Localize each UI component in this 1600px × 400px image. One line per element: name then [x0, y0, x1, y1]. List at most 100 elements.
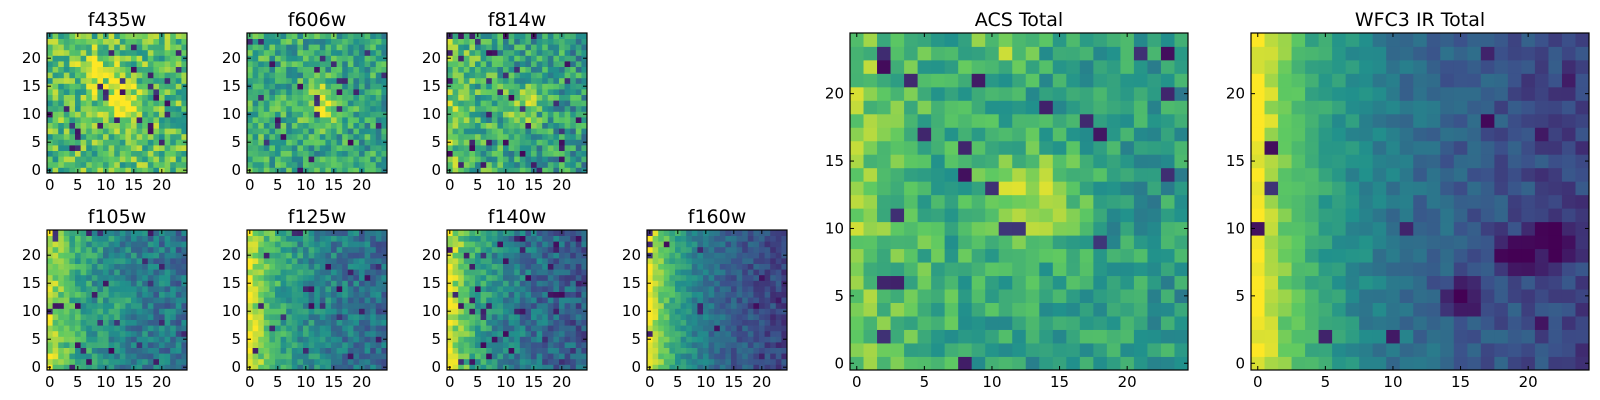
- heatmap-cell: [998, 221, 1013, 236]
- heatmap-cell: [331, 38, 337, 45]
- heatmap-cell: [131, 274, 137, 281]
- heatmap-cell: [291, 302, 298, 309]
- heatmap-cell: [475, 44, 481, 51]
- heatmap-cell: [491, 302, 498, 309]
- panel-title: f125w: [288, 206, 347, 228]
- heatmap-cell: [452, 77, 459, 84]
- heatmap-cell: [375, 336, 382, 343]
- heatmap-cell: [708, 358, 715, 365]
- heatmap-cell: [719, 314, 726, 320]
- heatmap-cell: [52, 61, 59, 67]
- heatmap-cell: [1093, 194, 1108, 209]
- heatmap-cell: [269, 246, 276, 253]
- heatmap-cell: [480, 258, 487, 264]
- heatmap-cell: [336, 44, 343, 51]
- heatmap-cell: [497, 308, 504, 315]
- heatmap-cell: [275, 291, 281, 298]
- heatmap-cell: [275, 44, 281, 51]
- heatmap-cell: [747, 308, 754, 315]
- heatmap-cell: [80, 77, 87, 84]
- heatmap-cell: [63, 38, 70, 45]
- heatmap-cell: [570, 55, 577, 62]
- heatmap-cell: [753, 235, 760, 242]
- heatmap-cell: [559, 122, 565, 129]
- heatmap-cell: [80, 241, 87, 248]
- heatmap-cell: [353, 230, 360, 236]
- heatmap-cell: [353, 111, 360, 118]
- heatmap-cell: [269, 308, 276, 315]
- heatmap-cell: [452, 314, 459, 320]
- heatmap-cell: [764, 302, 771, 309]
- heatmap-cell: [370, 139, 377, 146]
- heatmap-cell: [1120, 316, 1135, 330]
- heatmap-cell: [308, 314, 315, 320]
- heatmap-cell: [291, 330, 298, 337]
- heatmap-cell: [303, 61, 309, 67]
- heatmap-cell: [508, 319, 515, 326]
- heatmap-cell: [347, 230, 354, 236]
- heatmap-cell: [153, 314, 160, 320]
- heatmap-cell: [469, 122, 476, 129]
- heatmap-cell: [108, 314, 115, 320]
- heatmap-cell: [575, 358, 582, 365]
- heatmap-cell: [508, 314, 515, 320]
- heatmap-cell: [559, 252, 565, 259]
- heatmap-cell: [375, 353, 382, 360]
- heatmap-cell: [164, 252, 171, 259]
- heatmap-cell: [359, 105, 365, 112]
- heatmap-cell: [781, 241, 788, 248]
- heatmap-cell: [75, 314, 81, 320]
- heatmap-cell: [575, 252, 582, 259]
- heatmap-cell: [142, 302, 149, 309]
- heatmap-cell: [736, 342, 743, 348]
- heatmap-cell: [680, 258, 687, 264]
- y-tick-label: 20: [422, 246, 441, 264]
- heatmap-cell: [263, 364, 270, 371]
- heatmap-cell: [353, 49, 360, 56]
- heatmap-cell: [91, 269, 98, 276]
- heatmap-cell: [725, 241, 732, 248]
- heatmap-cell: [1147, 208, 1162, 223]
- heatmap-cell: [447, 133, 453, 140]
- heatmap-cell: [63, 358, 70, 365]
- heatmap-cell: [497, 358, 504, 365]
- heatmap-cell: [153, 336, 160, 343]
- heatmap-cell: [314, 280, 321, 287]
- heatmap-cell: [553, 139, 560, 146]
- heatmap-cell: [647, 302, 653, 309]
- heatmap-cell: [531, 150, 537, 157]
- heatmap-cell: [452, 291, 459, 298]
- heatmap-cell: [63, 336, 70, 343]
- heatmap-cell: [63, 314, 70, 320]
- heatmap-cell: [125, 156, 132, 163]
- heatmap-cell: [564, 336, 571, 343]
- heatmap-cell: [508, 44, 515, 51]
- heatmap-cell: [542, 44, 549, 51]
- heatmap-cell: [80, 274, 87, 281]
- heatmap-cell: [175, 280, 182, 287]
- heatmap-cell: [691, 269, 698, 276]
- heatmap-cell: [719, 258, 726, 264]
- axes-frame: [46, 32, 188, 174]
- heatmap-cell: [452, 252, 459, 259]
- heatmap-cell: [547, 89, 554, 95]
- heatmap-cell: [52, 347, 59, 354]
- heatmap-cell: [542, 77, 549, 84]
- heatmap-cell: [175, 258, 182, 264]
- heatmap-cell: [153, 167, 160, 174]
- heatmap-cell: [75, 117, 81, 123]
- heatmap-cell: [536, 336, 543, 343]
- heatmap-cell: [63, 167, 70, 174]
- heatmap-cell: [336, 49, 343, 56]
- heatmap-cell: [370, 319, 377, 326]
- heatmap-cell: [308, 94, 315, 101]
- heatmap-cell: [131, 44, 137, 51]
- heatmap-cell: [998, 262, 1013, 277]
- heatmap-cell: [75, 342, 81, 348]
- heatmap-cell: [69, 263, 76, 270]
- heatmap-cell: [170, 49, 177, 56]
- heatmap-cell: [570, 83, 577, 90]
- heatmap-cell: [147, 133, 154, 140]
- heatmap-cell: [447, 128, 453, 135]
- heatmap-cell: [691, 302, 698, 309]
